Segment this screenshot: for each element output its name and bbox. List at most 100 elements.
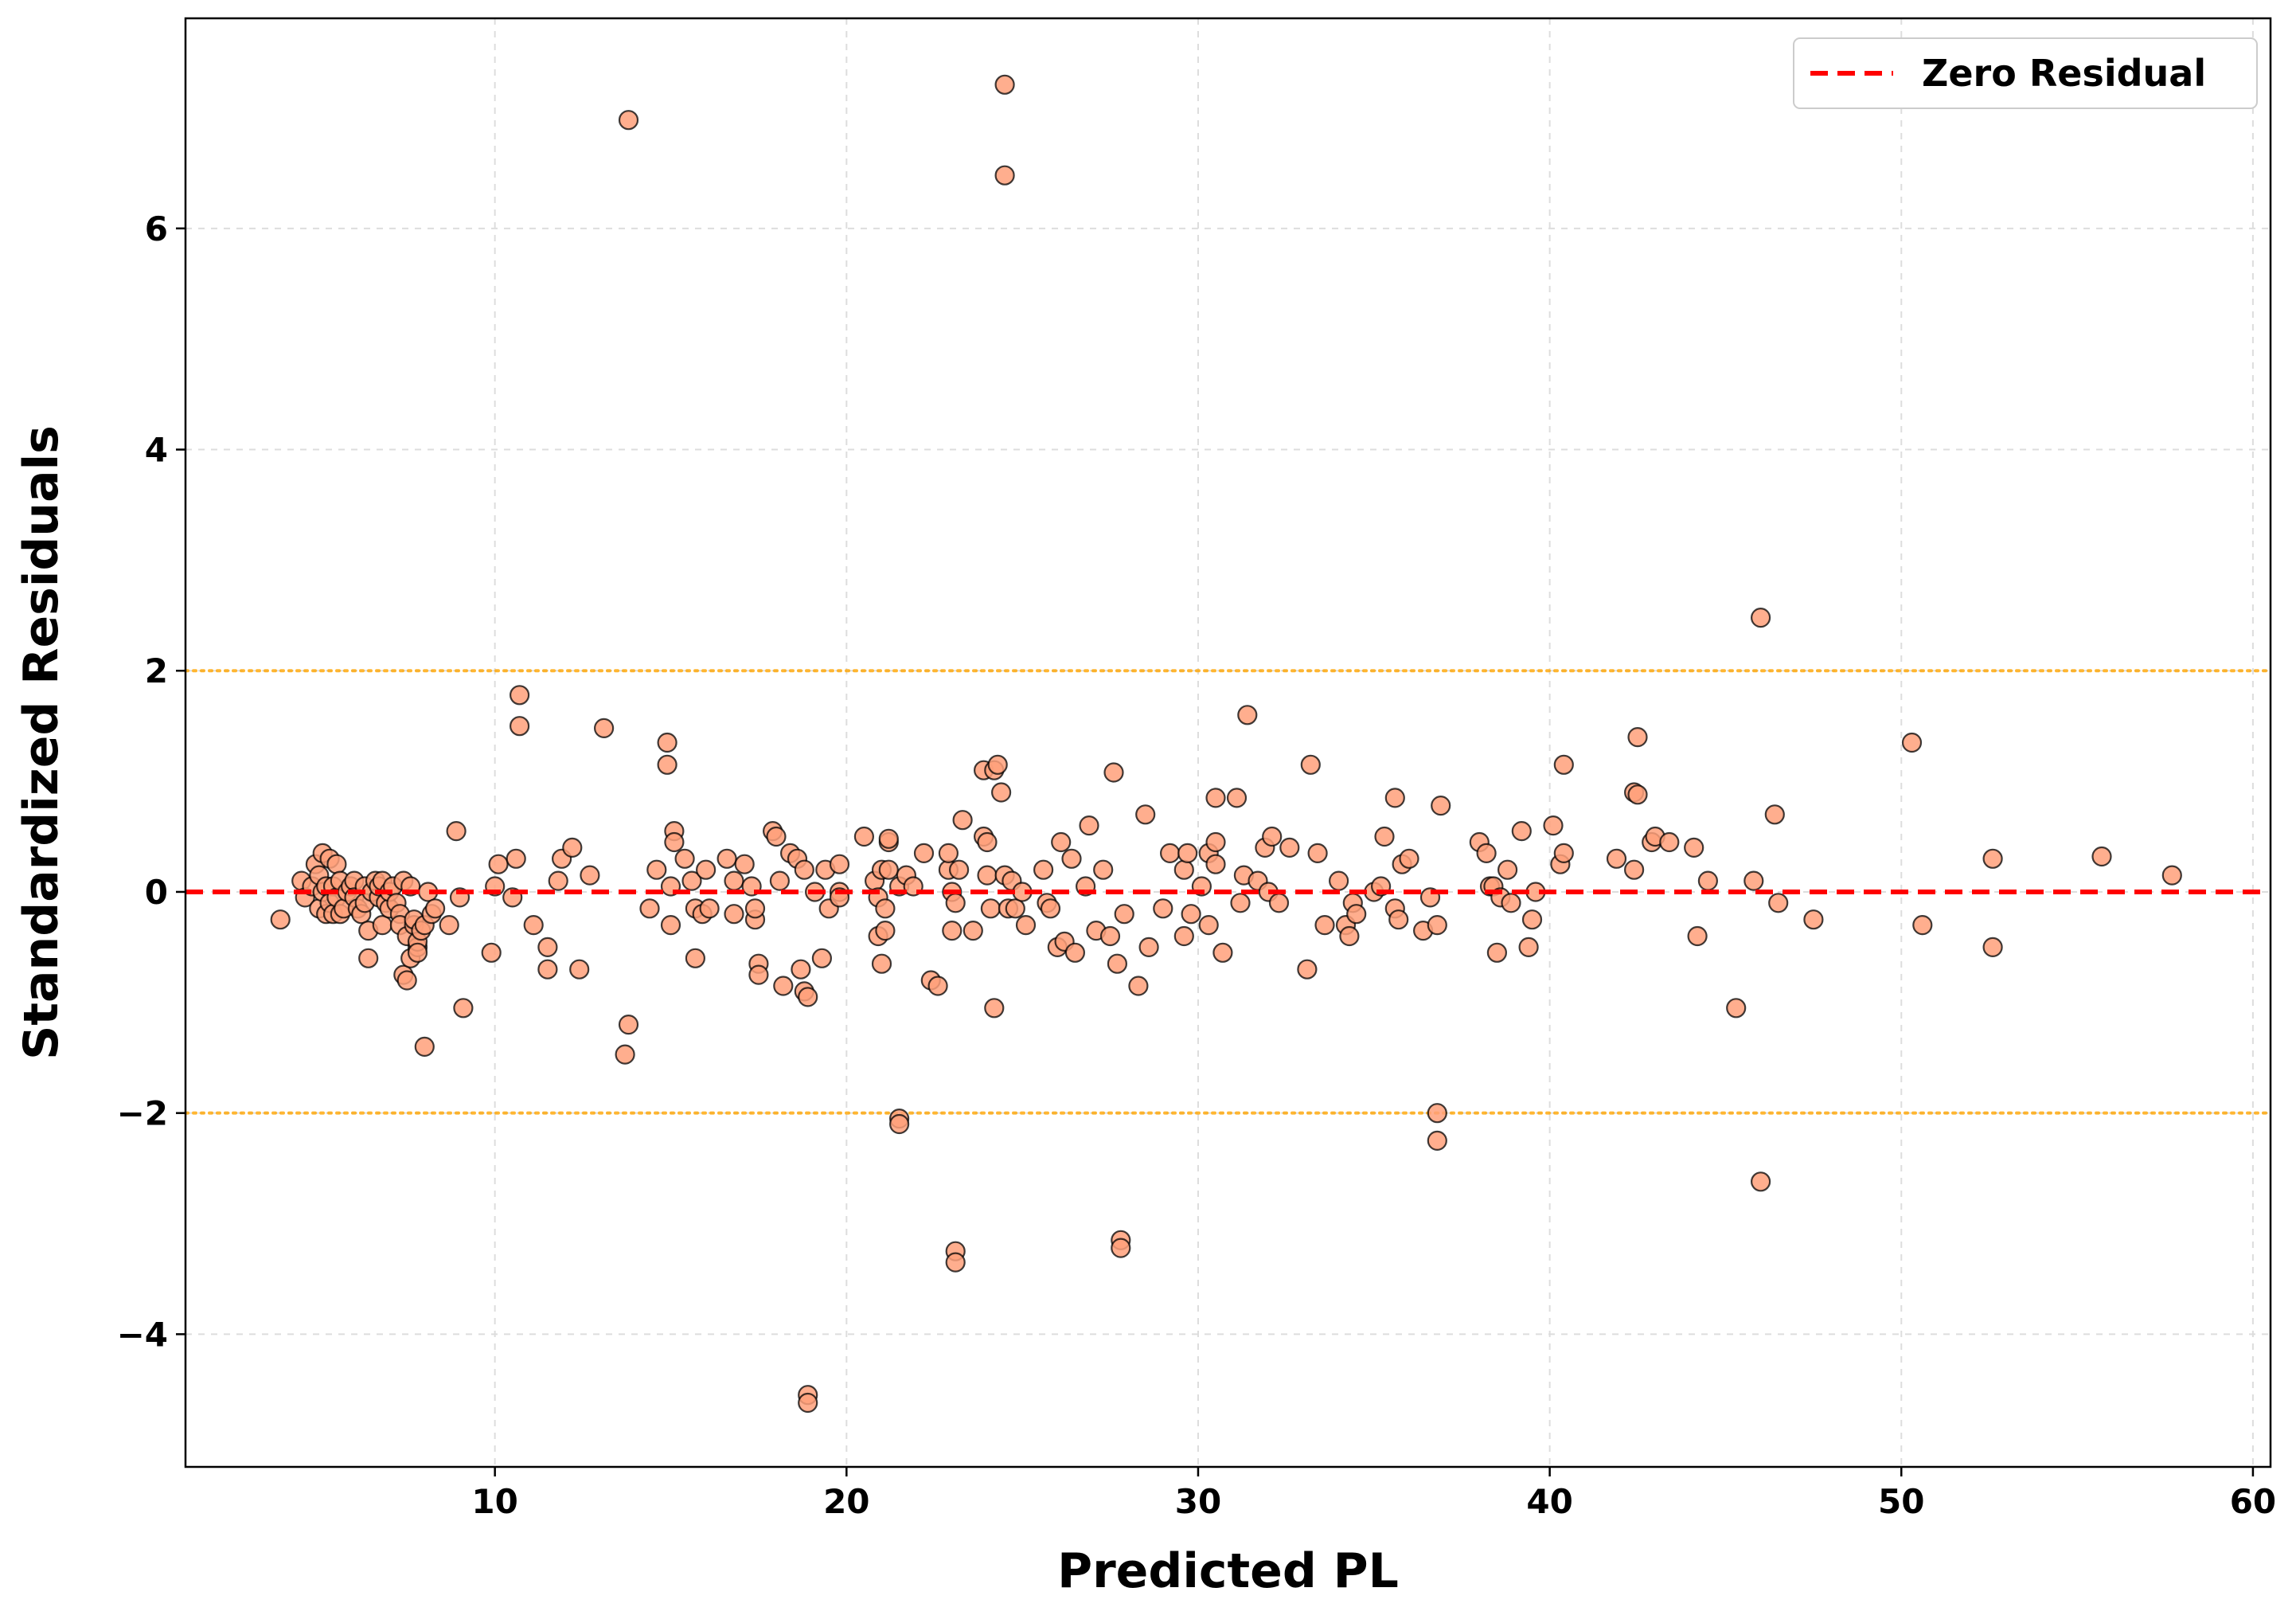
x-tick-label: 10: [471, 1482, 517, 1521]
data-point: [1128, 976, 1149, 996]
legend-box: [1793, 37, 2258, 109]
data-point: [270, 909, 291, 930]
data-point: [1177, 843, 1198, 864]
data-point: [1764, 804, 1785, 825]
data-point: [829, 854, 850, 874]
data-point: [1040, 898, 1061, 919]
data-point: [1982, 848, 2003, 869]
data-point: [1768, 893, 1789, 913]
data-point: [695, 859, 717, 880]
data-point: [938, 843, 959, 864]
data-point: [358, 948, 379, 968]
data-point: [1553, 843, 1574, 864]
data-point: [734, 854, 755, 874]
data-point: [1064, 942, 1086, 963]
data-point: [853, 826, 875, 847]
data-point: [748, 964, 769, 985]
y-tick-label: 6: [145, 209, 168, 248]
data-point: [1159, 843, 1181, 864]
data-point: [952, 810, 973, 831]
data-point: [1051, 831, 1072, 853]
data-point: [977, 831, 998, 853]
data-point: [1399, 848, 1419, 869]
data-point: [1099, 925, 1121, 947]
data-point: [1374, 826, 1395, 847]
data-point: [1173, 925, 1194, 947]
plot-frame: [184, 17, 2272, 1468]
data-point: [1107, 953, 1128, 974]
data-point: [509, 716, 530, 737]
data-point: [1237, 705, 1258, 725]
data-point: [1114, 904, 1134, 925]
data-point: [1627, 726, 1648, 748]
data-point: [913, 843, 935, 864]
data-point: [724, 870, 744, 891]
data-point: [1079, 815, 1099, 836]
data-point: [1659, 831, 1680, 853]
data-point: [523, 914, 544, 936]
legend: Zero Residual: [1793, 37, 2258, 109]
data-point: [1297, 959, 1318, 980]
data-point: [794, 859, 814, 880]
data-point: [1476, 843, 1497, 864]
data-point: [326, 854, 347, 874]
data-point: [1803, 909, 1824, 930]
data-point: [414, 1036, 435, 1058]
data-point: [618, 110, 639, 131]
data-point: [1198, 914, 1219, 936]
data-point: [878, 828, 899, 849]
data-point: [699, 898, 720, 919]
data-point: [1314, 914, 1335, 936]
y-tick-label: 0: [145, 873, 168, 912]
data-point: [963, 920, 983, 941]
data-point: [537, 959, 558, 980]
reference-lines: [184, 669, 2272, 1115]
x-tick-label: 40: [1526, 1482, 1572, 1521]
data-point: [1138, 937, 1159, 958]
data-point: [537, 937, 558, 958]
data-point: [446, 820, 467, 842]
data-point: [769, 870, 791, 891]
data-point: [1328, 870, 1349, 891]
data-point: [1061, 848, 1082, 869]
legend-label-zero-residual: Zero Residual: [1922, 52, 2206, 95]
data-point: [798, 1392, 818, 1414]
data-points: [185, 74, 2271, 1414]
data-point: [927, 976, 948, 996]
data-point: [1339, 925, 1360, 947]
data-point: [488, 854, 509, 874]
data-point: [657, 754, 677, 775]
data-point: [593, 718, 615, 739]
data-point: [453, 998, 474, 1019]
data-point: [871, 953, 892, 974]
data-point: [562, 837, 583, 858]
data-point: [717, 848, 737, 869]
data-point: [766, 826, 787, 847]
y-tick-label: 4: [145, 431, 168, 470]
data-point: [646, 859, 667, 880]
data-point: [724, 904, 744, 925]
data-point: [1606, 848, 1627, 869]
data-point: [548, 870, 568, 891]
data-point: [1103, 762, 1124, 783]
data-point: [1005, 898, 1025, 919]
data-point: [994, 165, 1015, 186]
data-point: [1307, 843, 1328, 864]
y-tick-label: −2: [117, 1094, 168, 1133]
x-axis-ticks: 10 20 30 40 50 60: [471, 1467, 2276, 1521]
data-point: [945, 893, 966, 913]
data-point: [481, 942, 502, 963]
data-point: [994, 74, 1015, 95]
data-point: [1743, 870, 1764, 891]
data-point: [1205, 788, 1226, 808]
data-point: [1627, 784, 1648, 805]
x-tick-label: 60: [2230, 1482, 2276, 1521]
data-point: [1687, 925, 1708, 947]
data-point: [811, 948, 833, 968]
data-point: [660, 914, 681, 936]
data-point: [674, 848, 695, 869]
data-point: [1427, 1130, 1447, 1152]
data-point: [2091, 846, 2112, 867]
data-point: [1901, 732, 1923, 753]
data-point: [744, 898, 766, 919]
